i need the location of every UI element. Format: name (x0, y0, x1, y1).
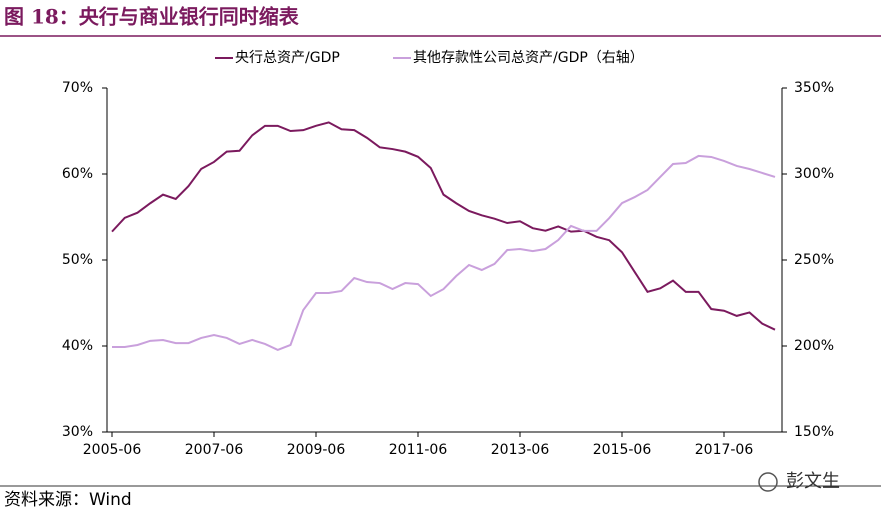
source: 资料来源：Wind (4, 490, 132, 510)
legend-label: 其他存款性公司总资产/GDP（右轴） (413, 50, 644, 66)
watermark: 彭文生 (786, 471, 840, 492)
chart-title: 图 18：央行与商业银行同时缩表 (4, 5, 300, 29)
y-tick-label: 70% (62, 80, 93, 96)
y2-tick-label: 300% (794, 166, 834, 182)
x-tick-label: 2017-06 (695, 442, 754, 458)
y-tick-label: 30% (62, 424, 93, 440)
x-tick-label: 2005-06 (83, 442, 142, 458)
y2-tick-label: 250% (794, 252, 834, 268)
y2-tick-label: 150% (794, 424, 834, 440)
legend-label: 央行总资产/GDP (235, 50, 340, 66)
y-tick-label: 50% (62, 252, 93, 268)
x-tick-label: 2013-06 (491, 442, 550, 458)
x-tick-label: 2015-06 (593, 442, 652, 458)
x-tick-label: 2011-06 (389, 442, 448, 458)
y-tick-label: 60% (62, 166, 93, 182)
series-line (112, 154, 776, 352)
y-tick-label: 40% (62, 338, 93, 354)
watermark-icon (758, 472, 778, 492)
series-line (111, 121, 776, 331)
y2-tick-label: 350% (794, 80, 834, 96)
x-tick-label: 2007-06 (185, 442, 244, 458)
x-tick-label: 2009-06 (287, 442, 346, 458)
y2-tick-label: 200% (794, 338, 834, 354)
